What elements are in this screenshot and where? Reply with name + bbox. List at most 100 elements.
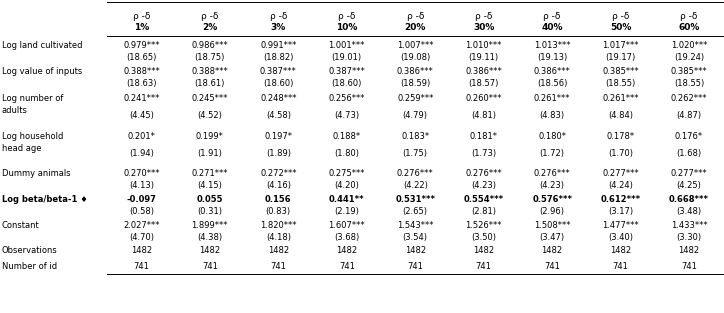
Text: 0.260***: 0.260*** xyxy=(466,94,502,103)
Text: (19.24): (19.24) xyxy=(674,53,704,62)
Text: 0.270***: 0.270*** xyxy=(123,169,159,178)
Text: (18.63): (18.63) xyxy=(126,79,156,88)
Text: 0.277***: 0.277*** xyxy=(602,169,639,178)
Text: 741: 741 xyxy=(133,262,149,271)
Text: 0.576***: 0.576*** xyxy=(532,195,572,204)
Text: (4.15): (4.15) xyxy=(198,181,222,190)
Text: ρ -δ: ρ -δ xyxy=(338,12,355,21)
Text: (3.48): (3.48) xyxy=(676,207,702,216)
Text: 0.262***: 0.262*** xyxy=(671,94,707,103)
Text: 0.176*: 0.176* xyxy=(675,132,703,141)
Text: (2.96): (2.96) xyxy=(539,207,565,216)
Text: 40%: 40% xyxy=(542,23,563,32)
Text: (4.23): (4.23) xyxy=(471,181,496,190)
Text: (4.84): (4.84) xyxy=(608,111,633,120)
Text: 1.007***: 1.007*** xyxy=(397,41,434,50)
Text: (18.65): (18.65) xyxy=(126,53,156,62)
Text: 50%: 50% xyxy=(610,23,631,32)
Text: (1.94): (1.94) xyxy=(129,149,153,158)
Text: 0.277***: 0.277*** xyxy=(670,169,707,178)
Text: (4.79): (4.79) xyxy=(403,111,428,120)
Text: 0.241***: 0.241*** xyxy=(123,94,159,103)
Text: 1.607***: 1.607*** xyxy=(329,221,365,230)
Text: (3.47): (3.47) xyxy=(539,233,565,242)
Text: 741: 741 xyxy=(544,262,560,271)
Text: 1.820***: 1.820*** xyxy=(260,221,297,230)
Text: (2.19): (2.19) xyxy=(334,207,359,216)
Text: (3.40): (3.40) xyxy=(608,233,633,242)
Text: 1482: 1482 xyxy=(131,246,152,255)
Text: ρ -δ: ρ -δ xyxy=(201,12,219,21)
Text: 3%: 3% xyxy=(271,23,286,32)
Text: (18.55): (18.55) xyxy=(605,79,636,88)
Text: (18.59): (18.59) xyxy=(400,79,430,88)
Text: 0.385***: 0.385*** xyxy=(602,67,639,76)
Text: 0.276***: 0.276*** xyxy=(466,169,502,178)
Text: 1482: 1482 xyxy=(610,246,631,255)
Text: 20%: 20% xyxy=(405,23,426,32)
Text: 0.261***: 0.261*** xyxy=(534,94,571,103)
Text: Number of id: Number of id xyxy=(2,262,57,271)
Text: (2.81): (2.81) xyxy=(471,207,496,216)
Text: (18.60): (18.60) xyxy=(263,79,293,88)
Text: (1.72): (1.72) xyxy=(539,149,565,158)
Text: (19.01): (19.01) xyxy=(332,53,362,62)
Text: 1.899***: 1.899*** xyxy=(192,221,228,230)
Text: (4.16): (4.16) xyxy=(266,181,291,190)
Text: (4.38): (4.38) xyxy=(197,233,222,242)
Text: 1.433***: 1.433*** xyxy=(670,221,707,230)
Text: 0.986***: 0.986*** xyxy=(192,41,228,50)
Text: (3.68): (3.68) xyxy=(334,233,359,242)
Text: 0.387***: 0.387*** xyxy=(260,67,297,76)
Text: 741: 741 xyxy=(339,262,355,271)
Text: ρ -δ: ρ -δ xyxy=(544,12,561,21)
Text: (19.08): (19.08) xyxy=(400,53,430,62)
Text: 0.201*: 0.201* xyxy=(127,132,156,141)
Text: 60%: 60% xyxy=(678,23,699,32)
Text: Log land cultivated: Log land cultivated xyxy=(2,41,83,50)
Text: ρ -δ: ρ -δ xyxy=(681,12,698,21)
Text: 30%: 30% xyxy=(473,23,494,32)
Text: (2.65): (2.65) xyxy=(403,207,428,216)
Text: (18.57): (18.57) xyxy=(468,79,499,88)
Text: 2.027***: 2.027*** xyxy=(123,221,159,230)
Text: Log household: Log household xyxy=(2,132,64,141)
Text: (4.52): (4.52) xyxy=(198,111,222,120)
Text: head age: head age xyxy=(2,144,41,153)
Text: Dummy animals: Dummy animals xyxy=(2,169,71,178)
Text: (4.18): (4.18) xyxy=(266,233,291,242)
Text: (4.24): (4.24) xyxy=(608,181,633,190)
Text: adults: adults xyxy=(2,106,28,115)
Text: 0.668***: 0.668*** xyxy=(669,195,709,204)
Text: 1.020***: 1.020*** xyxy=(671,41,707,50)
Text: (1.68): (1.68) xyxy=(676,149,702,158)
Text: (18.61): (18.61) xyxy=(195,79,225,88)
Text: (4.81): (4.81) xyxy=(471,111,496,120)
Text: 1%: 1% xyxy=(134,23,149,32)
Text: 0.178*: 0.178* xyxy=(607,132,635,141)
Text: (0.83): (0.83) xyxy=(266,207,291,216)
Text: (4.13): (4.13) xyxy=(129,181,154,190)
Text: 1482: 1482 xyxy=(336,246,358,255)
Text: 0.245***: 0.245*** xyxy=(192,94,228,103)
Text: (19.11): (19.11) xyxy=(468,53,499,62)
Text: (3.50): (3.50) xyxy=(471,233,496,242)
Text: 0.386***: 0.386*** xyxy=(466,67,502,76)
Text: Observations: Observations xyxy=(2,246,58,255)
Text: 0.386***: 0.386*** xyxy=(397,67,434,76)
Text: (19.17): (19.17) xyxy=(605,53,636,62)
Text: 0.188*: 0.188* xyxy=(333,132,361,141)
Text: 0.991***: 0.991*** xyxy=(260,41,297,50)
Text: (18.55): (18.55) xyxy=(674,79,704,88)
Text: 741: 741 xyxy=(613,262,628,271)
Text: (19.13): (19.13) xyxy=(537,53,568,62)
Text: 0.183*: 0.183* xyxy=(401,132,429,141)
Text: (1.70): (1.70) xyxy=(608,149,633,158)
Text: Constant: Constant xyxy=(2,221,40,230)
Text: -0.097: -0.097 xyxy=(127,195,156,204)
Text: 741: 741 xyxy=(476,262,492,271)
Text: 1.543***: 1.543*** xyxy=(397,221,434,230)
Text: ρ -δ: ρ -δ xyxy=(475,12,492,21)
Text: (1.89): (1.89) xyxy=(266,149,291,158)
Text: (3.54): (3.54) xyxy=(403,233,428,242)
